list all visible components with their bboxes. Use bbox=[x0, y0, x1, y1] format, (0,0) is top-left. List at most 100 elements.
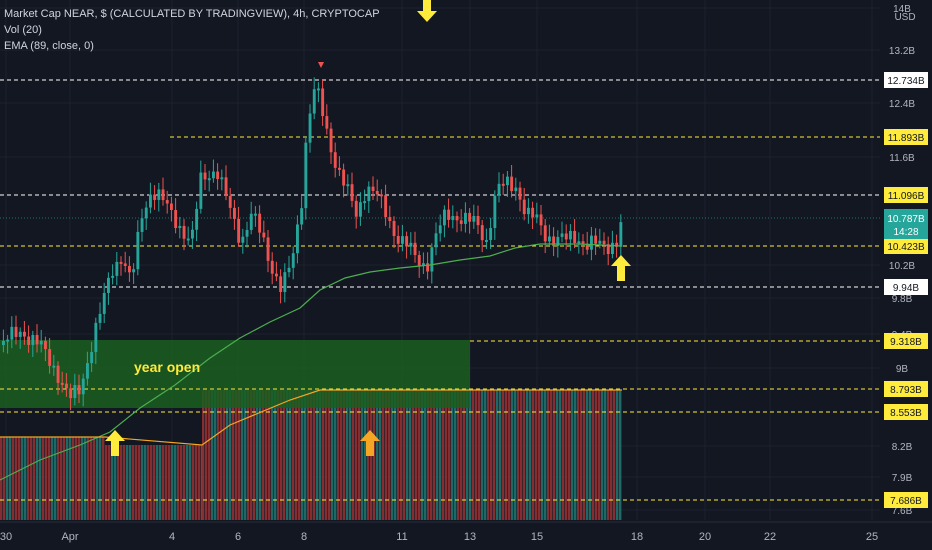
price-level-tag[interactable] bbox=[884, 129, 928, 145]
volume-bar bbox=[189, 445, 192, 520]
volume-bar bbox=[250, 390, 253, 520]
time-tick-label: 4 bbox=[169, 531, 175, 543]
volume-bar bbox=[244, 390, 247, 520]
candle-body bbox=[262, 232, 266, 238]
price-level-tag[interactable] bbox=[884, 72, 928, 88]
volume-bar bbox=[0, 437, 3, 520]
volume-bar bbox=[84, 437, 87, 520]
year-open-label: year open bbox=[134, 359, 200, 375]
candle-body bbox=[522, 199, 526, 215]
last-price-tag[interactable] bbox=[884, 209, 928, 239]
price-level-tag[interactable] bbox=[884, 279, 928, 295]
volume-bar bbox=[565, 390, 568, 520]
candle-body bbox=[266, 237, 270, 261]
volume-bar bbox=[39, 437, 42, 520]
volume-bar bbox=[427, 390, 430, 520]
high-marker-icon bbox=[318, 62, 324, 68]
candle-body bbox=[409, 242, 413, 247]
price-level-tag[interactable] bbox=[884, 333, 928, 349]
price-tick-label: 9.8B bbox=[892, 294, 913, 305]
candle-body bbox=[363, 201, 367, 204]
volume-bar bbox=[424, 390, 427, 520]
candle-body bbox=[438, 225, 442, 234]
volume-bar bbox=[165, 445, 168, 520]
volume-bar bbox=[310, 390, 313, 520]
candle-body bbox=[611, 242, 614, 255]
candle-body bbox=[27, 336, 31, 345]
volume-bar bbox=[562, 390, 565, 520]
volume-bar bbox=[81, 437, 84, 520]
price-level-tag-label: 10.423B bbox=[887, 242, 925, 253]
candle-body bbox=[396, 236, 400, 244]
volume-bar bbox=[580, 390, 583, 520]
volume-bar bbox=[180, 445, 183, 520]
volume-bar bbox=[159, 445, 162, 520]
volume-bar bbox=[295, 390, 298, 520]
candle-body bbox=[489, 228, 493, 241]
volume-bar bbox=[409, 390, 412, 520]
volume-bar bbox=[129, 445, 132, 520]
volume-bar bbox=[433, 390, 436, 520]
price-level-tag-label: 9.318B bbox=[890, 337, 922, 348]
volume-bar bbox=[418, 390, 421, 520]
candle-body bbox=[443, 209, 446, 226]
volume-bar bbox=[66, 437, 69, 520]
candle-body bbox=[451, 216, 455, 220]
volume-bar bbox=[502, 390, 505, 520]
candle-body bbox=[115, 261, 119, 276]
price-level-tag[interactable] bbox=[884, 492, 928, 508]
volume-bar bbox=[217, 390, 220, 520]
candle-body bbox=[485, 240, 488, 243]
volume-bar bbox=[610, 390, 613, 520]
volume-bar bbox=[490, 390, 493, 520]
candle-body bbox=[476, 216, 480, 226]
candle-body bbox=[56, 365, 60, 383]
volume-bar bbox=[355, 390, 358, 520]
volume-bar bbox=[619, 390, 622, 520]
price-level-tag[interactable] bbox=[884, 238, 928, 254]
price-tick-label: 14B bbox=[893, 4, 911, 15]
candle-body bbox=[35, 335, 39, 345]
volume-bar bbox=[226, 390, 229, 520]
candle-body bbox=[81, 378, 85, 395]
candle-body bbox=[128, 265, 131, 273]
candle-body bbox=[594, 235, 598, 244]
candle-body bbox=[581, 241, 585, 244]
price-level-tag[interactable] bbox=[884, 404, 928, 420]
legend-volume[interactable]: Vol (20) bbox=[4, 24, 42, 36]
year-open-zone bbox=[0, 340, 470, 408]
candle-body bbox=[60, 382, 64, 385]
volume-bar bbox=[493, 390, 496, 520]
candle-body bbox=[178, 225, 182, 229]
volume-bar bbox=[376, 390, 379, 520]
volume-bar bbox=[523, 390, 526, 520]
volume-bar bbox=[96, 437, 99, 520]
price-tick-label: 12.4B bbox=[889, 99, 915, 110]
price-level-tag[interactable] bbox=[884, 187, 928, 203]
candle-body bbox=[283, 272, 287, 293]
volume-bar bbox=[559, 390, 562, 520]
candle-body bbox=[195, 208, 199, 230]
candle-body bbox=[342, 169, 346, 186]
candle-body bbox=[241, 236, 245, 243]
price-tick-label: 7.6B bbox=[892, 506, 913, 517]
volume-bar bbox=[75, 437, 78, 520]
volume-bar bbox=[589, 390, 592, 520]
volume-bar bbox=[247, 390, 250, 520]
candle-body bbox=[577, 241, 581, 244]
price-level-tag[interactable] bbox=[884, 381, 928, 397]
volume-bar bbox=[42, 437, 45, 520]
volume-bar bbox=[177, 445, 180, 520]
candle-body bbox=[300, 208, 304, 225]
candle-body bbox=[384, 195, 388, 218]
candle-body bbox=[497, 183, 501, 196]
countdown-label: 14:28 bbox=[893, 227, 918, 238]
volume-bar bbox=[487, 390, 490, 520]
candle-body bbox=[459, 220, 463, 224]
legend-main-series[interactable]: Market Cap NEAR, $ (CALCULATED BY TRADIN… bbox=[4, 8, 380, 20]
candle-body bbox=[279, 276, 283, 293]
currency-label[interactable]: USD bbox=[894, 12, 915, 23]
legend-ema[interactable]: EMA (89, close, 0) bbox=[4, 40, 94, 52]
